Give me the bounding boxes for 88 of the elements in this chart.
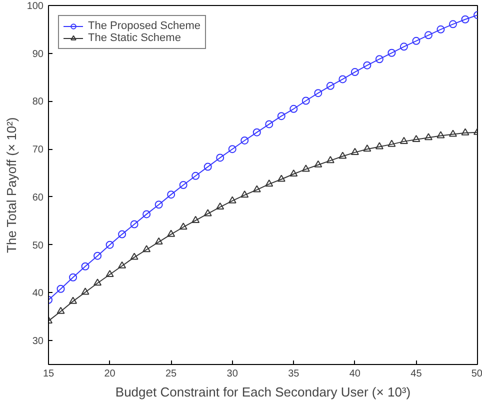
point [277, 174, 286, 182]
point [326, 82, 334, 90]
point [118, 230, 126, 238]
point [302, 164, 310, 172]
y-tick-label: 40 [32, 288, 44, 300]
point [412, 134, 420, 142]
point [204, 209, 212, 216]
point [388, 48, 396, 57]
point [290, 169, 298, 177]
point [363, 61, 372, 70]
point [338, 152, 347, 159]
point [106, 270, 114, 278]
point [216, 154, 224, 162]
point [290, 104, 298, 113]
point [388, 140, 396, 147]
y-axis-title: The Total Payoff (× 10²) [4, 117, 19, 253]
point [400, 42, 408, 51]
point [400, 136, 408, 144]
y-tick-label: 30 [32, 336, 44, 348]
point [216, 202, 224, 210]
point [265, 180, 274, 187]
point [167, 230, 176, 237]
legend-label: The Static Scheme [88, 32, 181, 44]
point [94, 278, 102, 286]
y-tick-label: 100 [26, 1, 44, 12]
point [338, 75, 347, 84]
point [240, 190, 249, 198]
point [228, 196, 236, 204]
point [240, 136, 249, 144]
point [375, 55, 384, 64]
point [130, 220, 138, 228]
point [228, 145, 236, 154]
point [277, 112, 286, 120]
point [204, 162, 212, 171]
y-tick-label: 50 [32, 240, 44, 252]
point [179, 222, 188, 230]
point [265, 120, 274, 128]
point [81, 288, 90, 295]
point [69, 296, 78, 304]
point [56, 284, 65, 293]
x-axis-title: Budget Constraint for Each Secondary User (× 10³) [115, 384, 411, 400]
point [167, 190, 176, 199]
point [142, 210, 151, 218]
x-tick-label: 25 [166, 368, 178, 380]
y-tick-label: 70 [32, 144, 44, 156]
point [192, 172, 200, 180]
point [326, 156, 334, 164]
point [302, 96, 310, 105]
point [179, 181, 188, 189]
y-tick-label: 80 [32, 96, 44, 108]
point [436, 25, 445, 34]
point [252, 128, 261, 136]
point [375, 142, 384, 150]
point [118, 261, 126, 268]
point [350, 68, 359, 76]
point [56, 306, 65, 314]
point [142, 245, 151, 252]
point [69, 273, 78, 282]
point [363, 144, 372, 152]
point [252, 185, 261, 192]
point [94, 252, 102, 260]
y-tick-label: 60 [32, 192, 44, 204]
point [314, 89, 322, 98]
point [81, 262, 90, 270]
x-tick-label: 20 [104, 368, 116, 380]
x-tick-label: 30 [226, 368, 238, 380]
point [192, 216, 200, 223]
x-tick-label: 15 [42, 368, 54, 380]
point [412, 36, 420, 45]
y-tick-label: 90 [32, 48, 44, 60]
x-tick-label: 35 [288, 368, 300, 380]
point [154, 200, 163, 209]
x-tick-label: 40 [349, 368, 361, 380]
point [130, 252, 138, 260]
point [424, 31, 432, 40]
point [350, 148, 359, 155]
legend-label: The Proposed Scheme [88, 20, 201, 32]
point [461, 15, 470, 24]
point [424, 133, 432, 140]
point [106, 240, 114, 249]
point [448, 20, 457, 28]
point [461, 128, 470, 136]
point [154, 237, 163, 244]
x-tick-label: 45 [410, 368, 422, 380]
point [436, 131, 445, 138]
x-tick-label: 50 [471, 368, 482, 380]
point [314, 160, 322, 168]
point [448, 130, 457, 137]
